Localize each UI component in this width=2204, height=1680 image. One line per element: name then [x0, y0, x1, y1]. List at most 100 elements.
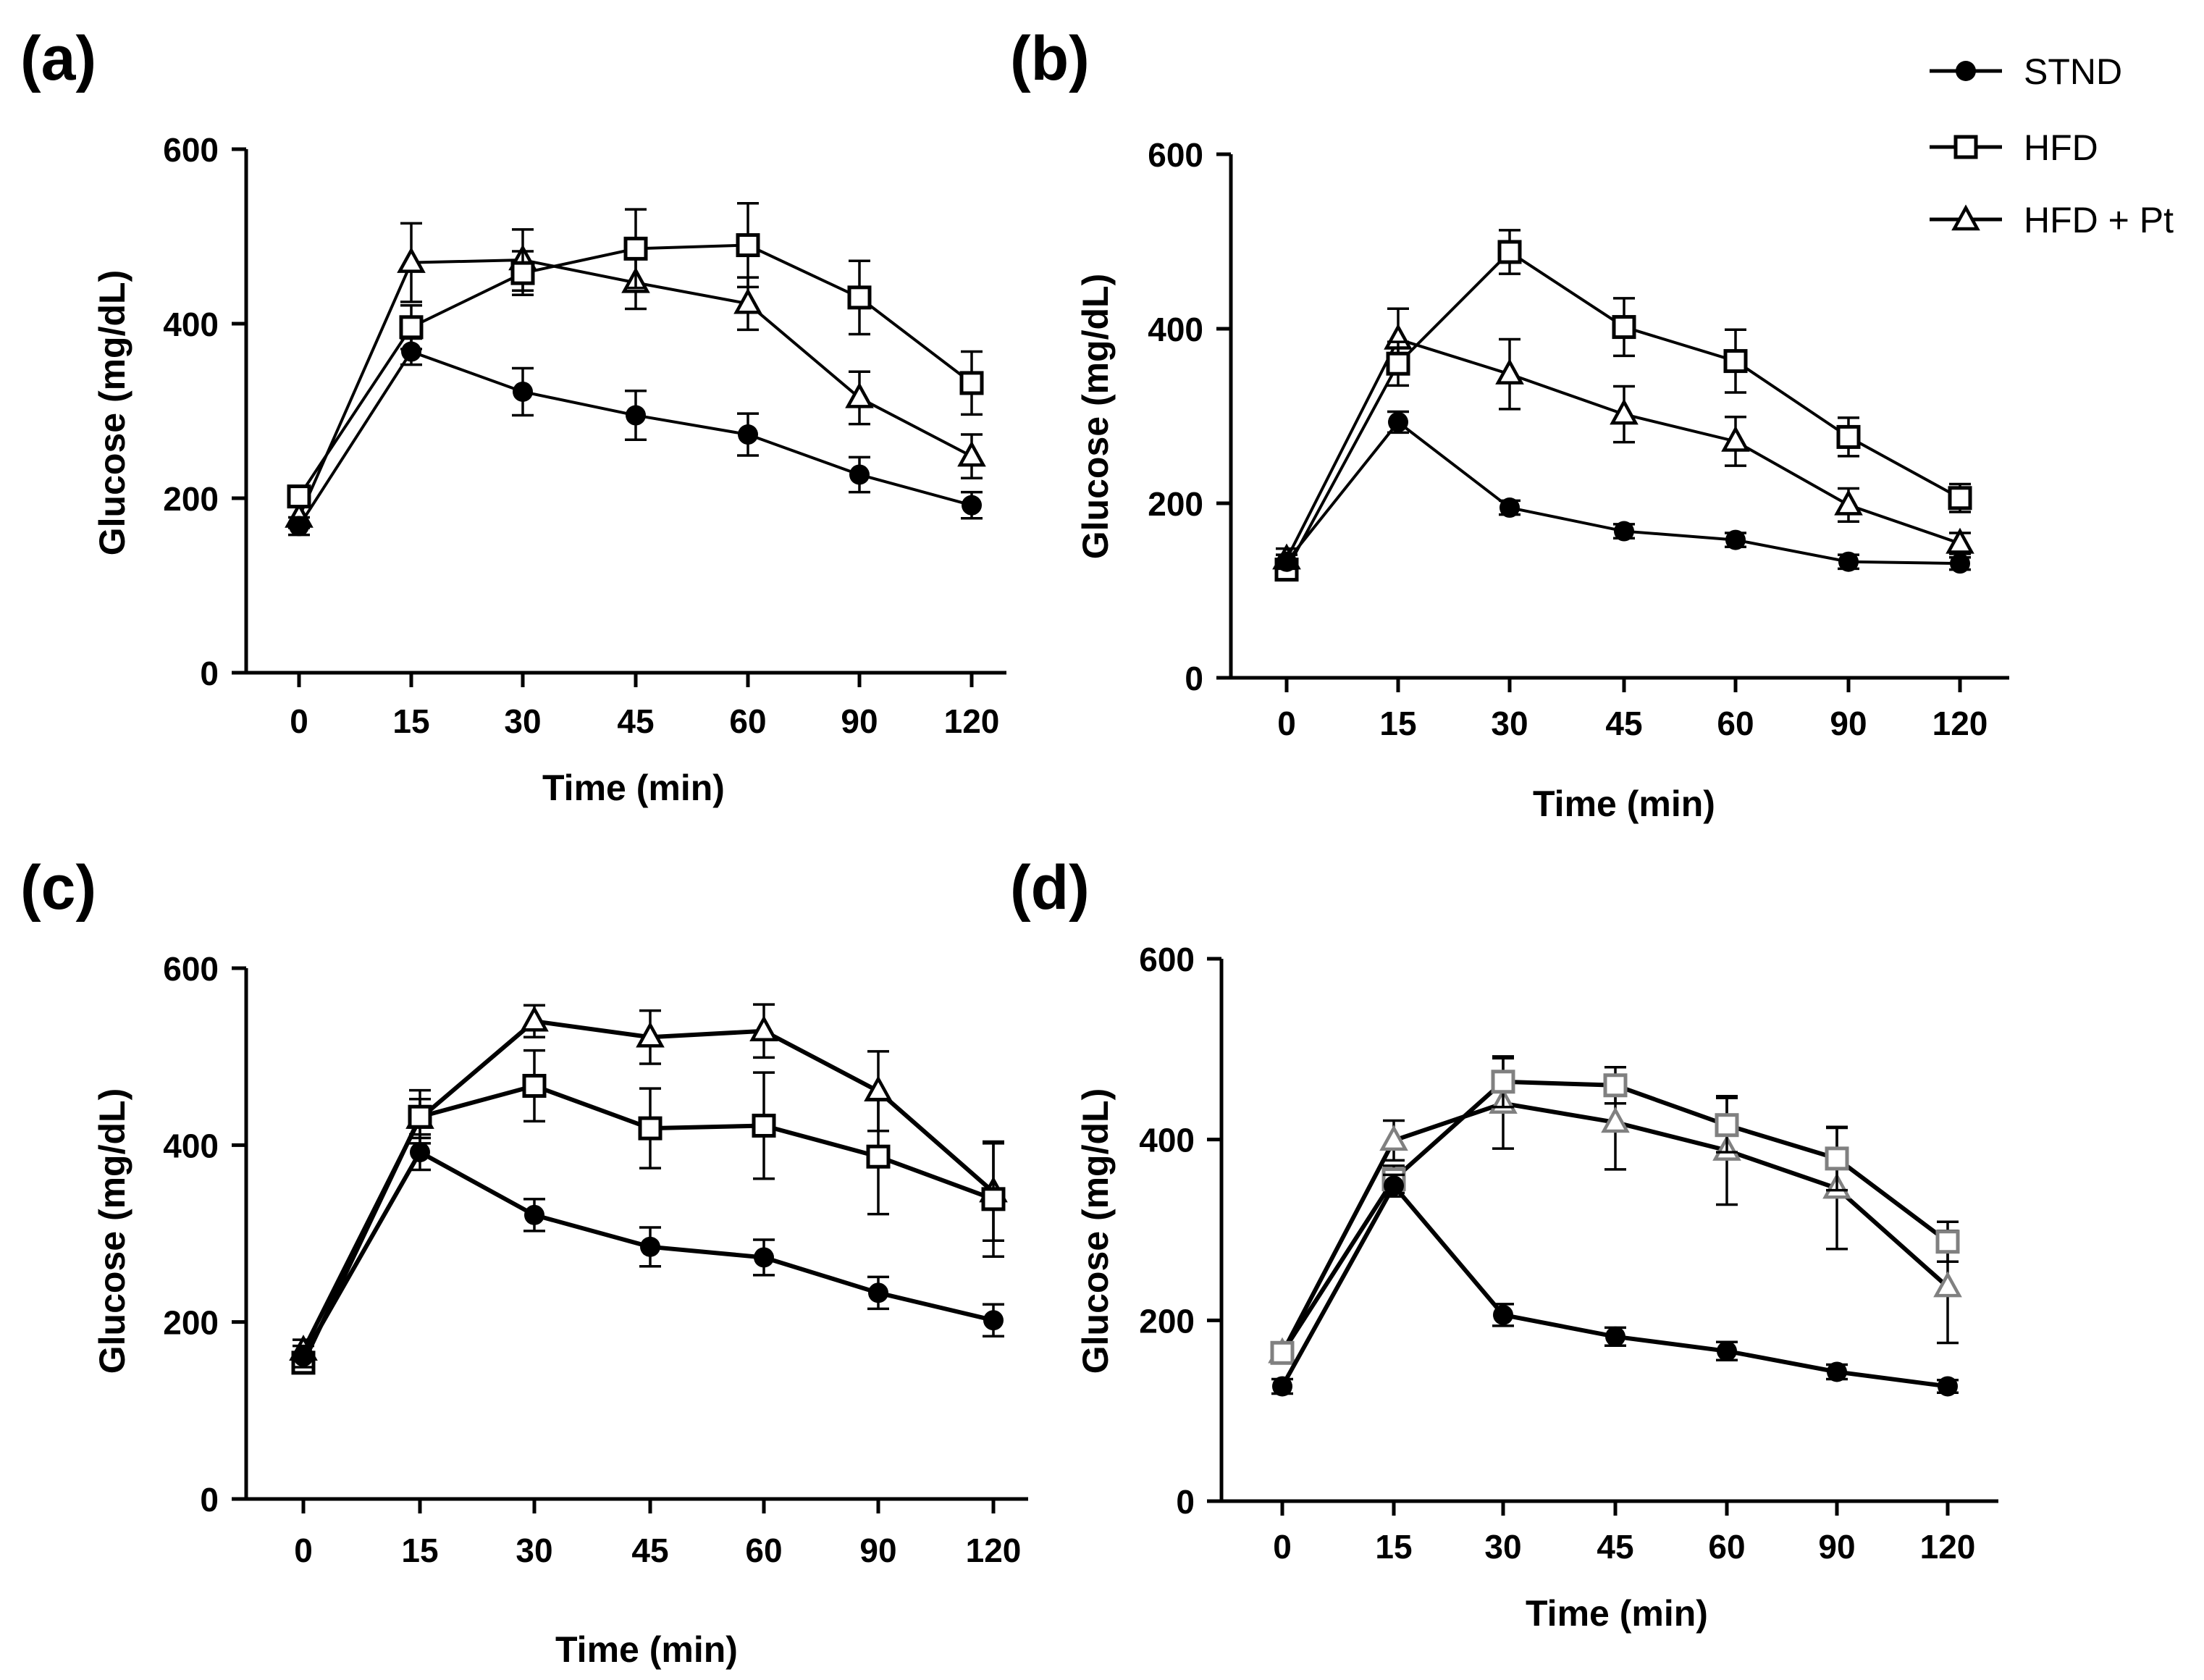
legend-label: STND — [2024, 51, 2122, 92]
y-tick-label: 400 — [163, 1127, 219, 1164]
data-point — [410, 1142, 430, 1163]
data-point — [1721, 425, 1750, 452]
y-axis-title: Glucose (mg/dL) — [1075, 1088, 1116, 1374]
data-point — [749, 1015, 778, 1041]
legend-label: HFD + Pt — [2024, 200, 2174, 240]
legend-marker-triangle — [1951, 204, 1980, 231]
x-tick-label: 0 — [294, 1532, 313, 1569]
panel-a: (a) Glucose (mg/dL) Time (min) 0 200 400 60… — [20, 24, 1006, 808]
x-tick-label: 120 — [966, 1532, 1022, 1569]
series-stnd — [288, 337, 983, 537]
data-point — [1601, 1106, 1630, 1133]
data-point — [1834, 489, 1863, 516]
data-point — [397, 246, 426, 273]
x-tick-label: 30 — [1484, 1528, 1521, 1566]
x-axis-title: Time (min) — [542, 768, 725, 808]
series-stnd — [1271, 1173, 1959, 1397]
data-point — [1725, 529, 1746, 550]
x-tick-label: 30 — [516, 1532, 552, 1569]
series-stnd — [1276, 410, 1971, 574]
data-point — [1493, 1304, 1513, 1325]
data-point — [1605, 1326, 1625, 1347]
data-point — [1717, 1340, 1737, 1361]
panel-label: (c) — [20, 853, 96, 923]
y-tick-label: 0 — [200, 1481, 219, 1519]
data-point — [981, 1187, 1006, 1211]
data-point — [1272, 1376, 1292, 1397]
data-point — [847, 285, 872, 310]
y-tick-label: 200 — [1139, 1302, 1195, 1340]
data-point — [1384, 1175, 1404, 1196]
plot-area: 0 200 400 600 0 15 30 45 60 90 120 — [1148, 136, 2009, 742]
x-axis-title: Time (min) — [1526, 1593, 1708, 1634]
y-tick-label: 400 — [1148, 311, 1203, 348]
data-point — [401, 341, 421, 362]
y-tick-label: 600 — [1148, 136, 1203, 174]
x-tick-label: 15 — [392, 702, 429, 740]
x-tick-label: 90 — [1818, 1528, 1855, 1566]
series-hfd — [287, 201, 984, 509]
x-axis-title: Time (min) — [555, 1629, 738, 1670]
data-point — [1612, 315, 1636, 340]
data-point — [1933, 1271, 1962, 1298]
data-point — [1495, 358, 1524, 385]
data-point — [1827, 1361, 1847, 1382]
data-point — [959, 371, 984, 395]
data-point — [513, 381, 533, 402]
x-tick-label: 45 — [1597, 1528, 1633, 1566]
x-tick-label: 45 — [631, 1532, 668, 1569]
y-tick-label: 400 — [163, 306, 219, 343]
panel-label: (a) — [20, 24, 96, 93]
data-point — [733, 287, 762, 314]
data-point — [1946, 527, 1974, 554]
data-point — [287, 484, 311, 509]
legend-marker-circle — [1956, 61, 1976, 81]
plot-area: 0 200 400 600 0 15 30 45 60 90 120 — [163, 131, 1006, 740]
data-point — [1386, 351, 1410, 376]
data-point — [520, 1005, 549, 1032]
panel-label: (d) — [1010, 853, 1090, 923]
series-hfdpt — [289, 1003, 1008, 1363]
data-point — [399, 315, 424, 340]
legend-entry-stnd: STND — [1930, 51, 2122, 92]
y-axis-title: Glucose (mg/dL) — [1075, 274, 1116, 559]
y-tick-label: 400 — [1139, 1122, 1195, 1159]
x-tick-label: 60 — [1717, 705, 1754, 742]
data-point — [636, 1021, 665, 1048]
x-tick-label: 0 — [290, 702, 308, 740]
x-tick-label: 120 — [1932, 705, 1988, 742]
x-tick-label: 0 — [1273, 1528, 1292, 1566]
y-axis-title: Glucose (mg/dL) — [92, 270, 133, 555]
y-tick-label: 600 — [1139, 941, 1195, 978]
data-point — [623, 236, 648, 261]
data-point — [866, 1144, 891, 1169]
series-hfdpt — [1272, 307, 1974, 571]
data-point — [754, 1247, 774, 1268]
data-point — [524, 1204, 544, 1225]
x-tick-label: 120 — [944, 702, 1000, 740]
data-point — [1388, 411, 1408, 432]
x-tick-label: 45 — [617, 702, 654, 740]
y-tick-label: 0 — [1185, 660, 1203, 697]
y-axis-title: Glucose (mg/dL) — [92, 1088, 133, 1374]
data-point — [736, 233, 760, 258]
series-stnd — [293, 1133, 1004, 1369]
data-point — [1838, 551, 1859, 572]
data-point — [752, 1113, 776, 1138]
data-point — [408, 1104, 432, 1129]
x-tick-label: 60 — [1708, 1528, 1745, 1566]
data-point — [1948, 486, 1972, 511]
data-point — [289, 516, 309, 537]
data-point — [510, 261, 535, 285]
data-point — [640, 1236, 660, 1257]
y-tick-label: 200 — [163, 480, 219, 518]
legend-entry-hfd: HFD — [1930, 127, 2098, 168]
legend-marker-square — [1953, 135, 1978, 159]
data-point — [1715, 1113, 1739, 1138]
x-tick-label: 0 — [1277, 705, 1296, 742]
legend-entry-hfd-pt: HFD + Pt — [1930, 200, 2174, 240]
y-tick-label: 200 — [1148, 485, 1203, 523]
data-point — [983, 1310, 1004, 1331]
panel-b: (b) Glucose (mg/dL) Time (min) 0 200 400 60… — [1010, 24, 2009, 824]
